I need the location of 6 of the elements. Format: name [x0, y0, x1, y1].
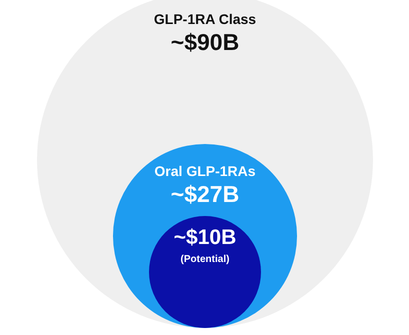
data-label: ~$27B: [170, 180, 240, 207]
data-label: ~$10B: [174, 226, 236, 249]
data-label: ~$90B: [170, 29, 240, 55]
category-label: GLP-1RA Class: [154, 11, 256, 27]
text: (Potential): [180, 254, 230, 265]
category-label: Oral GLP-1RAs: [154, 162, 256, 179]
